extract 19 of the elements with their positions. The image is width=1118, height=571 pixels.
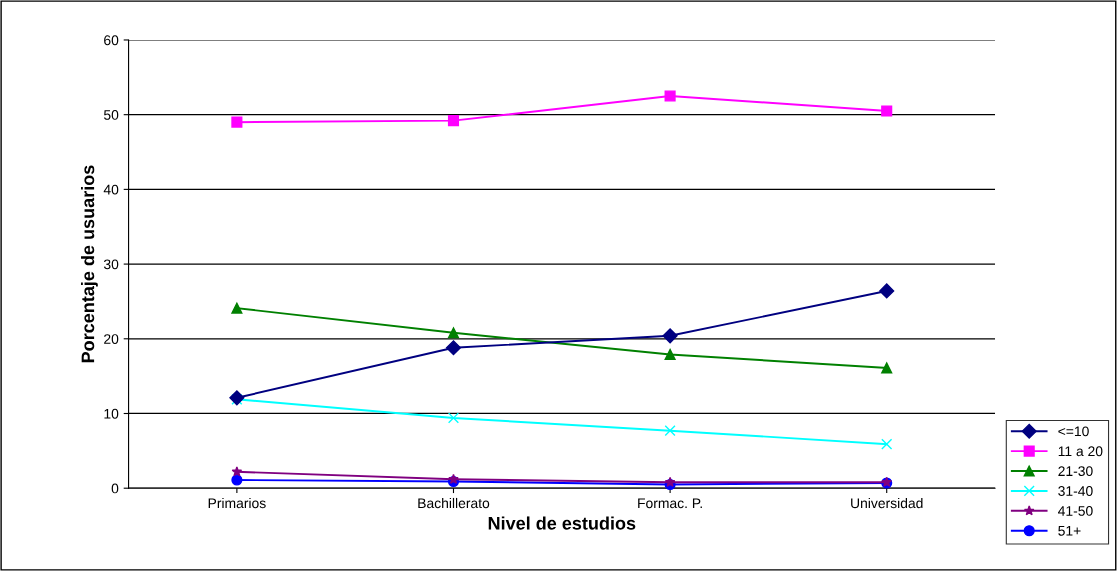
y-axis-title: Porcentaje de usuarios [81, 165, 98, 363]
y-tick-label: 40 [103, 184, 119, 195]
x-tick-label: Universidad [851, 497, 923, 509]
y-tick-label: 10 [104, 408, 119, 419]
legend-label: 11 a 20 [1058, 446, 1103, 457]
x-axis-title: Nivel de estudios [488, 516, 636, 530]
y-tick-label: 50 [103, 110, 119, 120]
legend-label: 41-50 [1058, 505, 1093, 516]
legend-label: <=10 [1058, 426, 1089, 437]
x-tick-label: Formac. P. [638, 498, 702, 509]
x-tick-label: Primarios [208, 497, 266, 509]
legend-label: 21-30 [1058, 466, 1093, 477]
legend-label: 51+ [1058, 526, 1081, 536]
y-tick-label: 0 [111, 483, 119, 494]
y-tick-label: 60 [104, 35, 119, 46]
legend-label: 31-40 [1058, 486, 1093, 496]
y-tick-label: 20 [104, 334, 119, 344]
x-tick-label: Bachillerato [418, 497, 490, 509]
y-tick-label: 30 [103, 259, 119, 270]
